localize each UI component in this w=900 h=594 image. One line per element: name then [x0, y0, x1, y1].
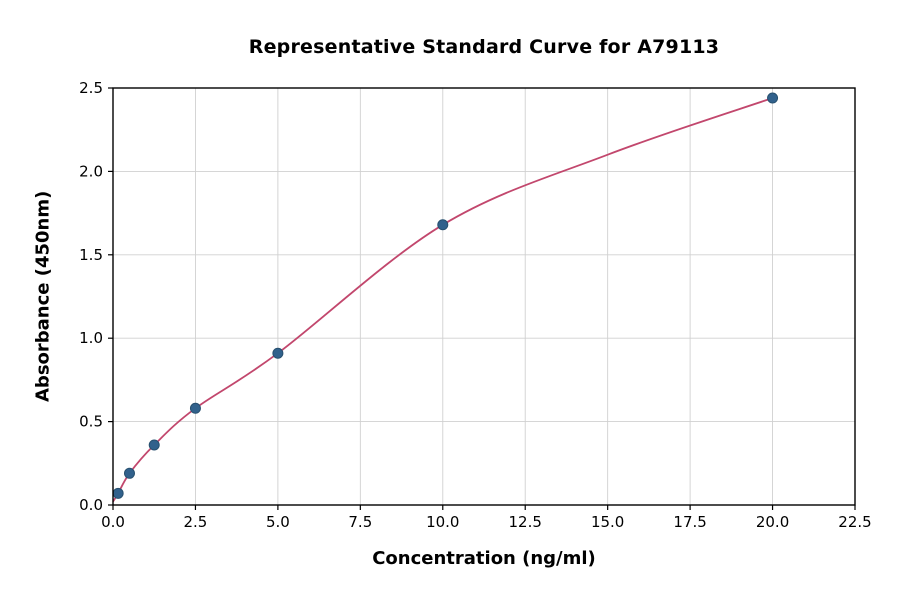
y-axis-label: Absorbance (450nm) — [32, 190, 54, 403]
y-tick-label: 2.0 — [79, 162, 103, 180]
y-tick-label: 2.5 — [79, 79, 103, 97]
x-tick-label: 7.5 — [348, 513, 372, 531]
x-tick-label: 10.0 — [426, 513, 459, 531]
data-point — [123, 467, 135, 479]
x-tick-label: 17.5 — [673, 513, 706, 531]
y-tick-label: 0.0 — [79, 496, 103, 514]
data-point — [767, 92, 779, 104]
x-axis-label: Concentration (ng/ml) — [372, 548, 596, 569]
data-point — [112, 487, 124, 499]
x-tick-label: 15.0 — [591, 513, 624, 531]
x-tick-label: 20.0 — [756, 513, 789, 531]
plot-border — [112, 87, 856, 506]
data-point — [189, 402, 201, 414]
plot-background — [113, 88, 855, 505]
data-point — [148, 439, 160, 451]
x-tick-label: 0.0 — [101, 513, 125, 531]
data-point — [437, 219, 449, 231]
x-tick-label: 12.5 — [509, 513, 542, 531]
x-tick-label: 22.5 — [838, 513, 871, 531]
x-tick-label: 5.0 — [266, 513, 290, 531]
chart-title: Representative Standard Curve for A79113 — [248, 36, 720, 58]
data-point — [272, 347, 284, 359]
x-tick-label: 2.5 — [184, 513, 208, 531]
y-tick-label: 1.0 — [79, 329, 103, 347]
fit-curve — [112, 97, 773, 503]
y-tick-label: 1.5 — [79, 246, 103, 264]
y-tick-label: 0.5 — [79, 413, 103, 431]
